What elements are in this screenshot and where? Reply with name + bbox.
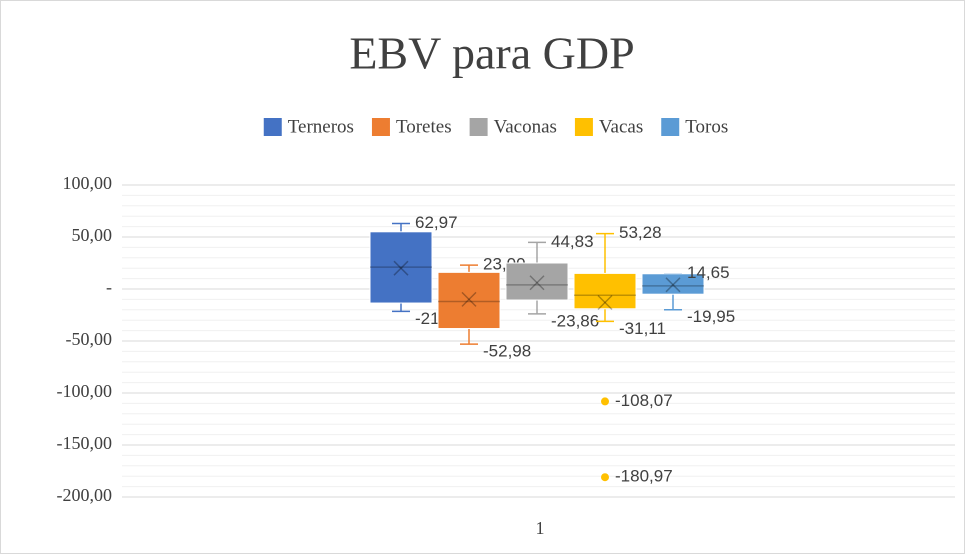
data-label-max: 14,65 [687, 263, 730, 282]
data-label-min: -19,95 [687, 307, 735, 326]
data-label-max: 62,97 [415, 213, 458, 232]
mean-marker [665, 277, 681, 293]
outlier-label: -180,97 [615, 467, 673, 486]
mean-marker [529, 275, 545, 291]
outlier [601, 473, 609, 482]
outlier-label: -108,07 [615, 391, 673, 410]
legend-label: Toros [685, 116, 728, 137]
y-tick-label: 100,00 [63, 173, 113, 193]
legend-swatch [661, 118, 680, 136]
data-label-min: -52,98 [483, 342, 531, 361]
outlier [601, 397, 609, 406]
box [437, 271, 501, 330]
data-label-min: -31,11 [619, 319, 666, 338]
legend-swatch [263, 118, 282, 136]
y-tick-label: - [106, 277, 112, 297]
mean-marker [461, 291, 477, 307]
mean-marker [393, 260, 409, 276]
mean-marker [529, 275, 545, 291]
legend-label: Vaconas [494, 116, 557, 137]
data-label-min: -23,86 [551, 311, 599, 330]
legend-label: Toretes [396, 116, 452, 137]
box [641, 273, 705, 295]
mean-marker [461, 291, 477, 307]
y-tick-label: -100,00 [57, 381, 113, 401]
legend-label: Vacas [599, 116, 643, 137]
y-tick-label: -200,00 [57, 485, 113, 505]
box [505, 262, 569, 301]
box [369, 231, 433, 304]
x-tick-label: 1 [536, 518, 545, 538]
data-label-max: 44,83 [551, 232, 594, 251]
mean-marker [597, 294, 613, 311]
legend-label: Terneros [288, 116, 354, 137]
y-tick-label: -150,00 [57, 433, 113, 453]
mean-marker [393, 260, 409, 276]
mean-marker [665, 277, 681, 293]
y-tick-label: -50,00 [66, 329, 113, 349]
legend-swatch [574, 118, 593, 136]
y-tick-label: 50,00 [72, 225, 113, 245]
legend-swatch [371, 118, 390, 136]
box [573, 272, 637, 310]
chart-title: EBV para GDP [349, 28, 634, 79]
legend-swatch [469, 118, 488, 136]
data-label-max: 53,28 [619, 223, 662, 242]
mean-marker [597, 294, 613, 311]
